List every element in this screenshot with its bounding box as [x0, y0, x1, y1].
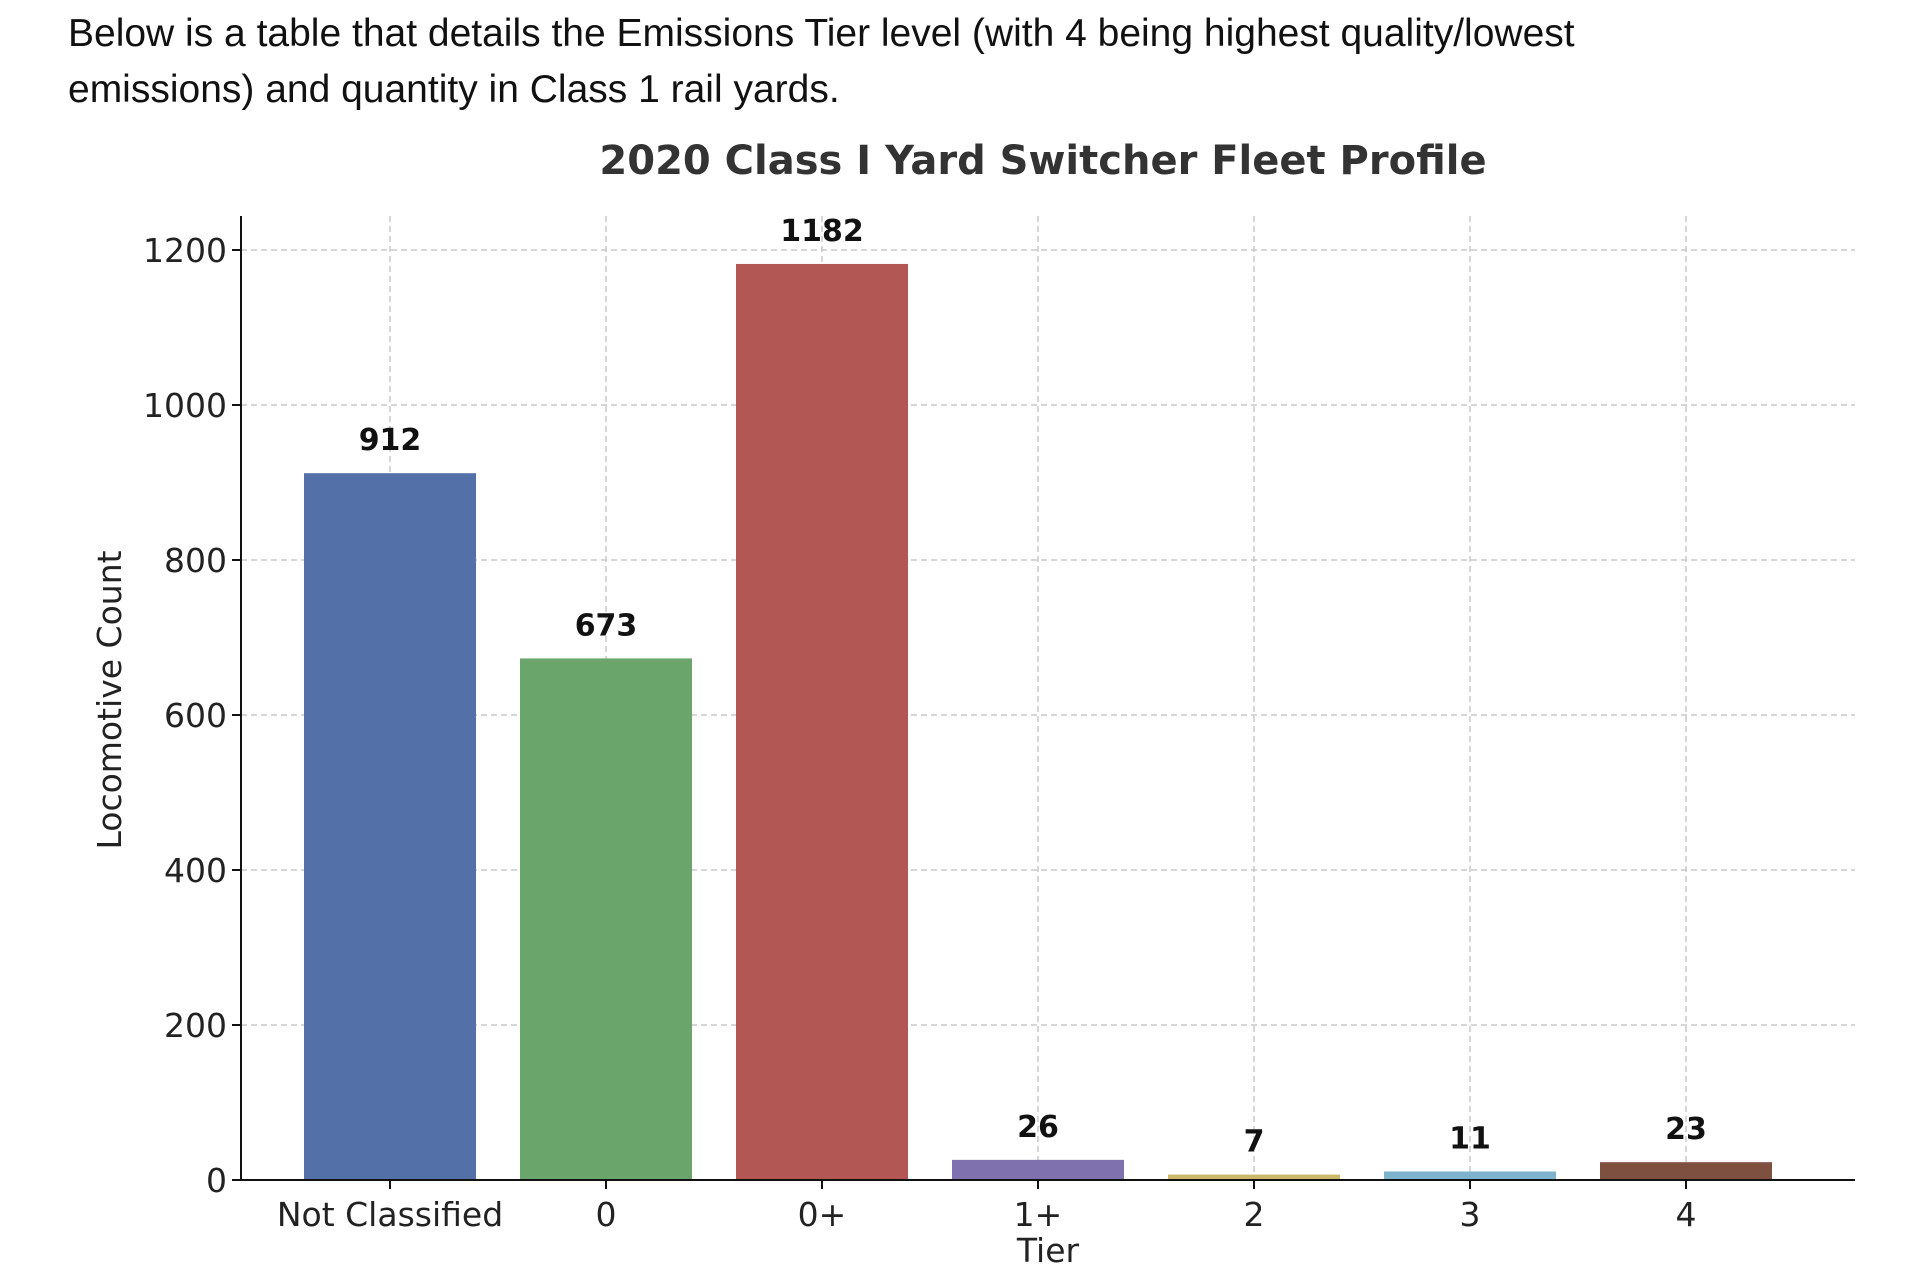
y-tick-label: 1000	[143, 386, 227, 425]
y-tick-label: 200	[164, 1006, 227, 1045]
bar	[1168, 1174, 1340, 1180]
bar	[1600, 1162, 1772, 1180]
x-axis-label: Tier	[1016, 1231, 1080, 1270]
x-tick-label: 4	[1676, 1195, 1697, 1234]
bar-value-label: 23	[1665, 1112, 1707, 1147]
x-tick-label: 2	[1244, 1195, 1265, 1234]
intro-text: Below is a table that details the Emissi…	[68, 6, 1828, 118]
bar-value-label: 673	[575, 608, 638, 643]
intro-line-1: Below is a table that details the Emissi…	[68, 12, 1575, 55]
y-tick-label: 400	[164, 851, 227, 890]
x-tick-label: 1+	[1014, 1195, 1063, 1234]
y-tick-label: 1200	[143, 231, 227, 270]
bars	[304, 263, 1772, 1180]
gridlines	[241, 216, 1855, 1180]
x-tick-label: 0	[596, 1195, 617, 1234]
bar-value-label: 1182	[780, 214, 864, 249]
bar-value-label: 7	[1244, 1125, 1265, 1160]
bar	[952, 1159, 1124, 1180]
bar-value-label: 26	[1017, 1110, 1059, 1145]
intro-line-2: emissions) and quantity in Class 1 rail …	[68, 68, 840, 111]
x-ticks: Not Classified 0 0+ 1+ 2 3 4	[277, 1180, 1697, 1234]
bar-value-label: 11	[1449, 1121, 1491, 1156]
bar	[520, 658, 692, 1180]
y-ticks: 0 200 400 600 800 1000 1200	[143, 231, 241, 1200]
data-labels: 912 673 1182 26 7 11 23	[359, 214, 1707, 1160]
x-tick-label: Not Classified	[277, 1195, 503, 1234]
y-tick-label: 800	[164, 541, 227, 580]
y-tick-label: 0	[206, 1161, 227, 1200]
bar	[736, 263, 908, 1180]
chart-title: 2020 Class I Yard Switcher Fleet Profile	[599, 138, 1486, 184]
y-axis-label: Locomotive Count	[90, 550, 129, 849]
x-tick-label: 0+	[798, 1195, 847, 1234]
axes	[240, 216, 1855, 1181]
bar	[1384, 1171, 1556, 1180]
bar	[304, 473, 476, 1180]
y-tick-label: 600	[164, 696, 227, 735]
x-tick-label: 3	[1460, 1195, 1481, 1234]
bar-value-label: 912	[359, 423, 422, 458]
